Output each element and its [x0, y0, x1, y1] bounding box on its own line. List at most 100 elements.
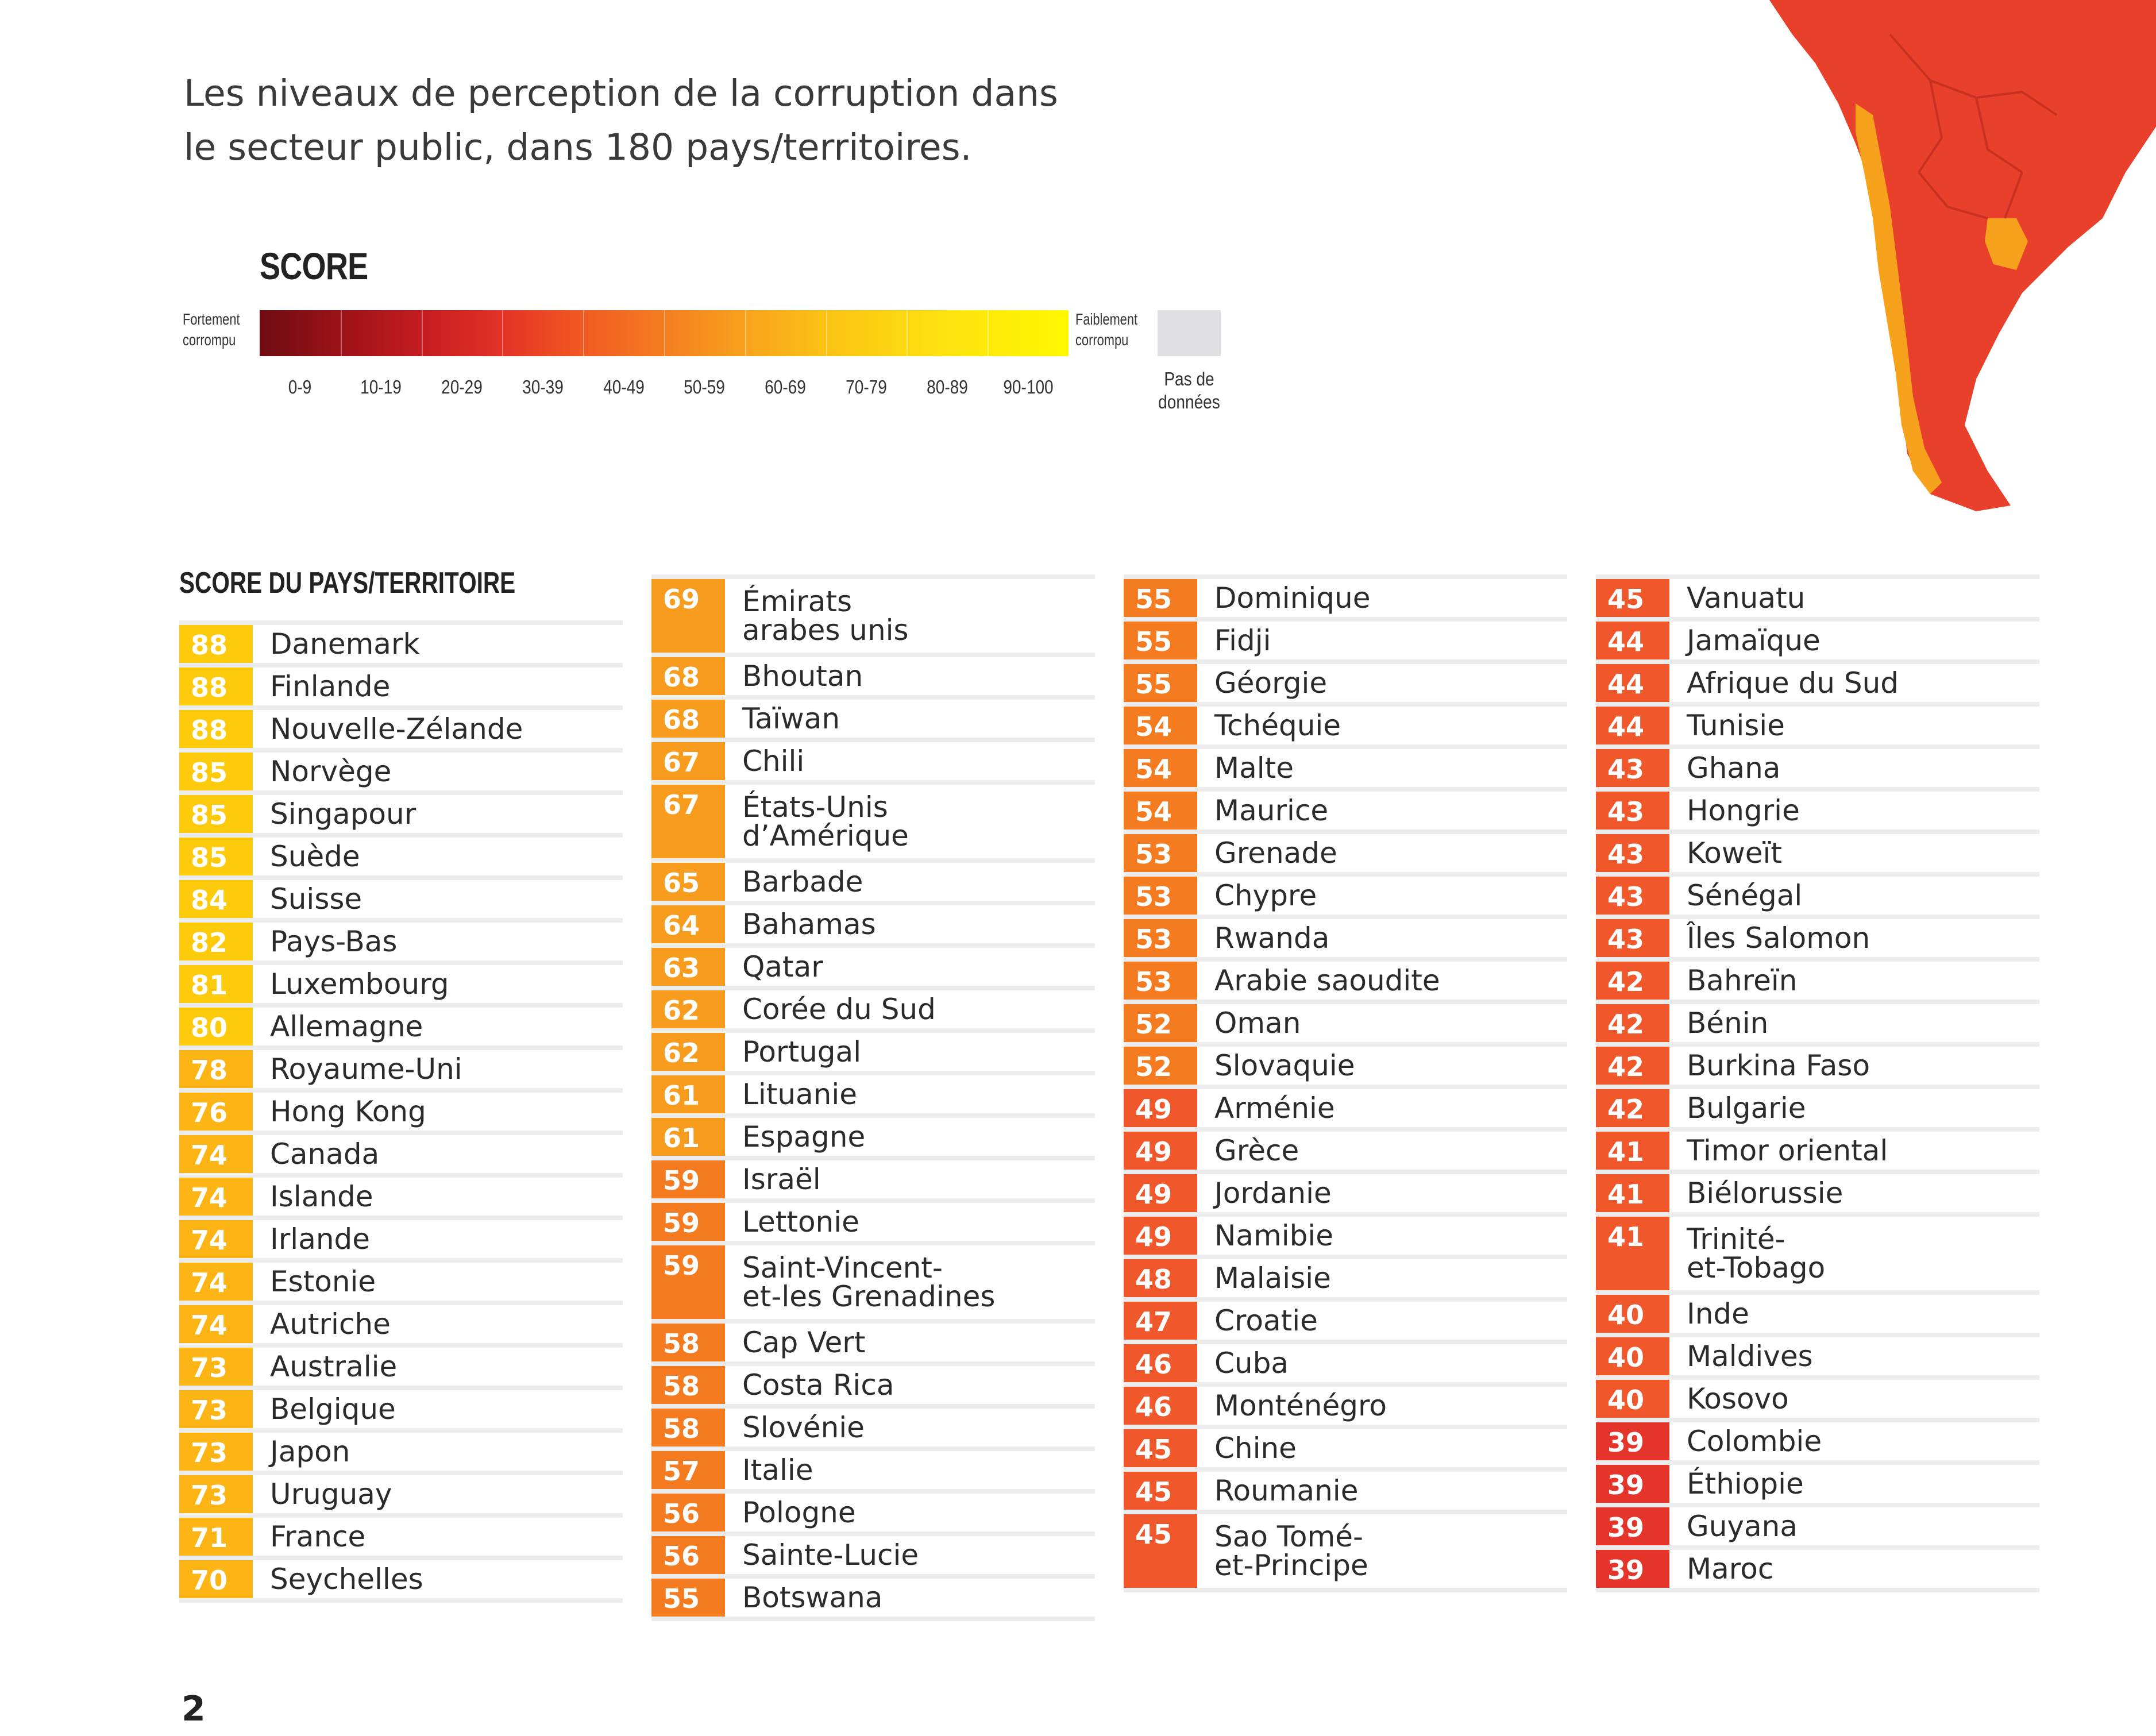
- country-row: 53 Arabie saoudite: [1124, 962, 1567, 1004]
- list-heading: SCORE DU PAYS/TERRITOIRE: [179, 566, 516, 600]
- legend-range-labels: 0-9 10-19 20-29 30-39 40-49 50-59 60-69 70-79 80…: [260, 376, 1069, 405]
- country-score: 82: [179, 923, 253, 960]
- country-name: Portugal: [742, 1035, 862, 1068]
- country-score: 54: [1124, 707, 1197, 744]
- country-row: 73 Japon: [179, 1433, 623, 1475]
- country-score: 57: [651, 1451, 725, 1489]
- country-name: Seychelles: [270, 1563, 423, 1596]
- country-row: 62 Corée du Sud: [651, 990, 1095, 1033]
- country-row: 70 Seychelles: [179, 1560, 623, 1603]
- country-name: Sao Tomé- et-Principe: [1214, 1520, 1368, 1582]
- legend-segment-divider: [421, 310, 423, 356]
- country-score: 67: [651, 742, 725, 780]
- country-row: 41 Biélorussie: [1596, 1174, 2039, 1217]
- legend-segment-divider: [745, 310, 746, 356]
- country-score: 39: [1596, 1550, 1669, 1588]
- country-row: 61 Lituanie: [651, 1075, 1095, 1118]
- country-score: 54: [1124, 749, 1197, 787]
- country-name: Sainte-Lucie: [742, 1538, 919, 1572]
- country-row: 48 Malaisie: [1124, 1259, 1567, 1302]
- legend-segment-divider: [907, 310, 908, 356]
- country-score: 40: [1596, 1380, 1669, 1418]
- country-score: 68: [651, 657, 725, 695]
- country-score: 74: [179, 1305, 253, 1343]
- country-score: 88: [179, 668, 253, 705]
- column-top-rule: [1596, 574, 2039, 579]
- country-row: 85 Norvège: [179, 753, 623, 795]
- country-name: Uruguay: [270, 1477, 392, 1511]
- country-row: 56 Sainte-Lucie: [651, 1536, 1095, 1579]
- country-score: 44: [1596, 664, 1669, 702]
- country-score: 42: [1596, 1047, 1669, 1085]
- country-row: 39 Colombie: [1596, 1422, 2039, 1465]
- country-score: 58: [651, 1324, 725, 1361]
- legend-range-label: 90-100: [1002, 376, 1054, 398]
- country-name: Colombie: [1687, 1425, 1822, 1458]
- country-row: 81 Luxembourg: [179, 965, 623, 1008]
- country-score: 85: [179, 753, 253, 790]
- country-name: Oman: [1214, 1006, 1301, 1040]
- country-score: 49: [1124, 1174, 1197, 1212]
- country-score: 74: [179, 1263, 253, 1301]
- country-name: Malaisie: [1214, 1262, 1331, 1295]
- country-score: 40: [1596, 1295, 1669, 1333]
- country-name: Estonie: [270, 1265, 376, 1298]
- legend-color-scale: [260, 310, 1069, 356]
- map-borders: [1889, 33, 2058, 219]
- country-score: 73: [179, 1390, 253, 1428]
- country-row: 80 Allemagne: [179, 1008, 623, 1050]
- country-name: Bahreïn: [1687, 964, 1798, 997]
- country-name: Tunisie: [1687, 709, 1785, 742]
- legend-segment-divider: [583, 310, 585, 356]
- country-row: 43 Ghana: [1596, 749, 2039, 792]
- country-row: 63 Qatar: [651, 948, 1095, 990]
- legend-range-label: 30-39: [522, 376, 564, 398]
- country-score: 46: [1124, 1344, 1197, 1382]
- country-score: 70: [179, 1560, 253, 1598]
- country-name: États-Unis d’Amérique: [742, 790, 909, 852]
- country-name: Bhoutan: [742, 659, 863, 693]
- country-score: 45: [1596, 579, 1669, 617]
- country-row: 46 Monténégro: [1124, 1387, 1567, 1429]
- country-row: 45 Roumanie: [1124, 1472, 1567, 1514]
- country-row: 54 Malte: [1124, 749, 1567, 792]
- country-score: 85: [179, 838, 253, 875]
- country-score: 61: [651, 1075, 725, 1113]
- country-row: 52 Slovaquie: [1124, 1047, 1567, 1089]
- country-row: 39 Éthiopie: [1596, 1465, 2039, 1507]
- country-name: Bulgarie: [1687, 1091, 1806, 1125]
- country-name: Nouvelle-Zélande: [270, 712, 523, 746]
- country-score: 41: [1596, 1132, 1669, 1170]
- legend-no-data-label: Pas de données: [1158, 368, 1220, 412]
- country-name: Grèce: [1214, 1134, 1299, 1167]
- country-score: 43: [1596, 877, 1669, 915]
- country-row: 52 Oman: [1124, 1004, 1567, 1047]
- country-score: 42: [1596, 1004, 1669, 1042]
- country-name: Belgique: [270, 1392, 396, 1426]
- country-name: Inde: [1687, 1297, 1749, 1330]
- map-region-orange-west: [1856, 103, 1942, 494]
- country-score: 58: [651, 1409, 725, 1446]
- country-row: 65 Barbade: [651, 863, 1095, 905]
- legend-range-label: 80-89: [926, 376, 968, 398]
- legend-range-label: 50-59: [684, 376, 726, 398]
- legend-right-label: Faiblement corrompu: [1075, 310, 1138, 349]
- country-row: 59 Lettonie: [651, 1203, 1095, 1245]
- legend-segment-divider: [664, 310, 665, 356]
- country-score: 62: [651, 990, 725, 1028]
- legend-segment-divider: [826, 310, 827, 356]
- country-name: Bahamas: [742, 908, 876, 941]
- country-name: Chine: [1214, 1432, 1297, 1465]
- country-score: 69: [651, 579, 725, 653]
- country-name: Costa Rica: [742, 1368, 894, 1402]
- country-name: France: [270, 1520, 366, 1553]
- country-row: 84 Suisse: [179, 880, 623, 923]
- country-name: Cuba: [1214, 1347, 1289, 1380]
- country-score: 85: [179, 795, 253, 833]
- country-score: 47: [1124, 1302, 1197, 1340]
- country-name: Canada: [270, 1137, 380, 1171]
- country-name: Namibie: [1214, 1219, 1334, 1252]
- country-score: 52: [1124, 1047, 1197, 1085]
- country-name: Taïwan: [742, 702, 840, 735]
- country-name: Hong Kong: [270, 1095, 426, 1128]
